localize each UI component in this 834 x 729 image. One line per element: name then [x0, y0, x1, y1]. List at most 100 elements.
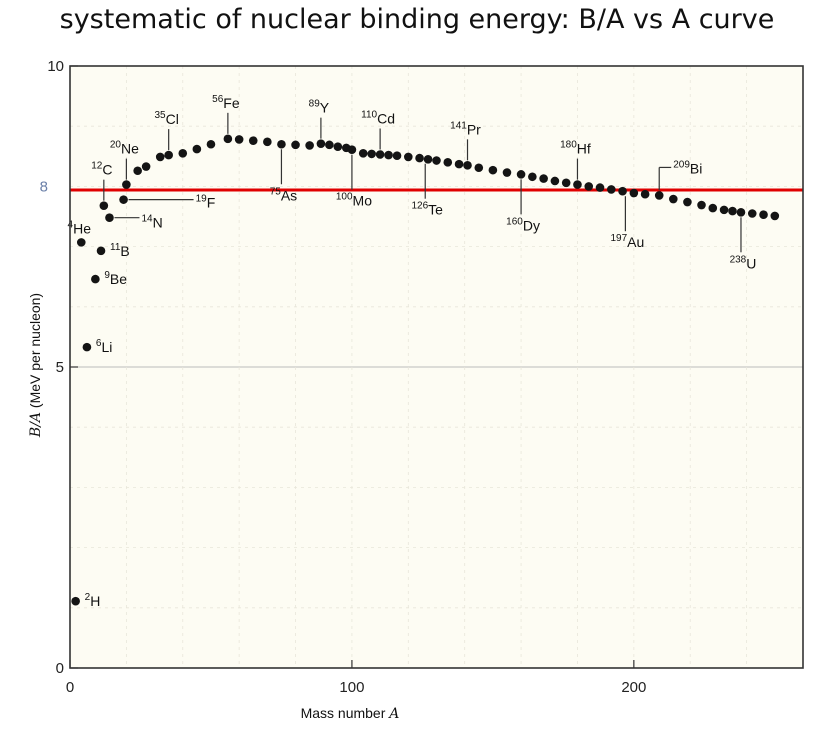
data-point [463, 161, 472, 170]
nuclide-mass-number: 100 [336, 192, 353, 203]
data-point [550, 176, 560, 186]
nuclide-mass-number: 12 [91, 161, 103, 172]
nuclide-mass-number: 56 [212, 94, 224, 105]
x-tick-label: 200 [621, 679, 646, 696]
nuclide-label: 100Mo [336, 192, 372, 209]
axis-ticks: 0 100 200 0 5 10 8 [40, 58, 647, 696]
nuclide-label: 2H [85, 592, 101, 609]
data-point [105, 213, 114, 223]
data-point [82, 342, 92, 352]
nuclide-symbol: As [281, 187, 297, 203]
data-point [178, 148, 188, 158]
nuclide-mass-number: 20 [110, 140, 122, 151]
data-point [333, 142, 343, 151]
data-point [263, 137, 272, 147]
y-axis-label-text: (MeV per nucleon) [27, 293, 43, 412]
nuclide-mass-number: 75 [270, 186, 282, 197]
nuclide-symbol: B [120, 243, 129, 259]
data-point [595, 183, 605, 192]
page-title: systematic of nuclear binding energy: B/… [59, 4, 775, 35]
data-point [728, 206, 737, 216]
nuclide-symbol: Hf [577, 141, 591, 157]
data-point [76, 238, 86, 247]
nuclide-mass-number: 6 [96, 338, 102, 349]
nuclide-label: 35Cl [154, 110, 178, 127]
nuclide-symbol: Li [101, 339, 112, 355]
nuclide-symbol: Cd [377, 110, 395, 126]
nuclide-symbol: Y [320, 100, 330, 116]
data-point [528, 172, 537, 182]
nuclide-label: 160Dy [506, 216, 540, 233]
data-point [316, 139, 326, 148]
data-point [708, 203, 718, 213]
y-axis-label-var: B/A [28, 412, 44, 438]
nuclide-mass-number: 11 [110, 242, 121, 253]
data-points [71, 134, 780, 606]
nuclide-symbol: Fe [223, 95, 240, 111]
nuclide-symbol: Pr [467, 121, 481, 137]
data-point [71, 596, 80, 606]
nuclide-label: 110Cd [361, 109, 395, 126]
data-point [736, 207, 746, 217]
data-point [502, 168, 512, 177]
x-tick-label: 0 [66, 679, 74, 696]
data-point [669, 194, 678, 204]
nuclide-symbol: He [73, 220, 91, 236]
data-point [305, 141, 314, 150]
nuclide-label: 20Ne [110, 140, 139, 157]
x-axis-label: Mass number A [301, 705, 400, 722]
nuclide-symbol: Dy [523, 217, 540, 233]
data-point [423, 155, 433, 164]
nuclide-symbol: F [207, 195, 216, 211]
data-point [770, 211, 780, 221]
data-point [122, 180, 131, 189]
data-point [759, 210, 768, 219]
nuclide-label: 6Li [96, 338, 112, 355]
data-point [141, 162, 151, 171]
nuclide-mass-number: 126 [411, 201, 428, 212]
nuclide-symbol: H [90, 593, 100, 609]
data-point [443, 158, 453, 167]
nuclide-label: 180Hf [560, 140, 591, 157]
nuclide-mass-number: 180 [560, 140, 577, 151]
x-axis-label-text: Mass number [301, 705, 390, 721]
nuclide-symbol: Mo [353, 193, 373, 209]
data-point [248, 136, 258, 145]
data-point [96, 246, 106, 256]
nuclide-label: 56Fe [212, 94, 240, 111]
data-point [91, 274, 100, 284]
nuclide-label: 11B [110, 242, 130, 259]
data-point [164, 150, 173, 160]
nuclide-mass-number: 197 [610, 233, 627, 244]
data-point [384, 150, 393, 160]
y-tick-label-highlight: 8 [40, 178, 48, 195]
nuclide-label: 89Y [309, 99, 330, 116]
nuclide-mass-number: 14 [141, 214, 153, 225]
data-point [747, 209, 757, 218]
data-point [99, 201, 109, 210]
nuclide-label: 12C [91, 161, 112, 178]
nuclide-label: 197Au [610, 233, 644, 250]
data-point [584, 182, 594, 191]
nuclide-symbol: N [153, 215, 163, 231]
nuclide-symbol: Be [110, 271, 127, 287]
data-point [697, 200, 706, 210]
data-point [291, 140, 300, 150]
data-point [119, 195, 128, 204]
data-point [404, 152, 413, 162]
data-point [367, 149, 376, 159]
nuclide-symbol: Au [627, 234, 644, 250]
nuclide-label: 141Pr [450, 120, 481, 137]
data-point [155, 152, 165, 162]
nuclide-label: 238U [730, 254, 757, 271]
y-axis-label: B/A (MeV per nucleon) [27, 293, 44, 438]
data-point [629, 188, 639, 198]
data-point [432, 156, 441, 165]
nuclide-mass-number: 160 [506, 216, 523, 227]
y-tick-label: 5 [56, 359, 64, 376]
data-point [654, 191, 664, 200]
nuclide-label: 9Be [104, 270, 127, 287]
plot-frame [69, 65, 804, 669]
data-point [683, 197, 692, 207]
